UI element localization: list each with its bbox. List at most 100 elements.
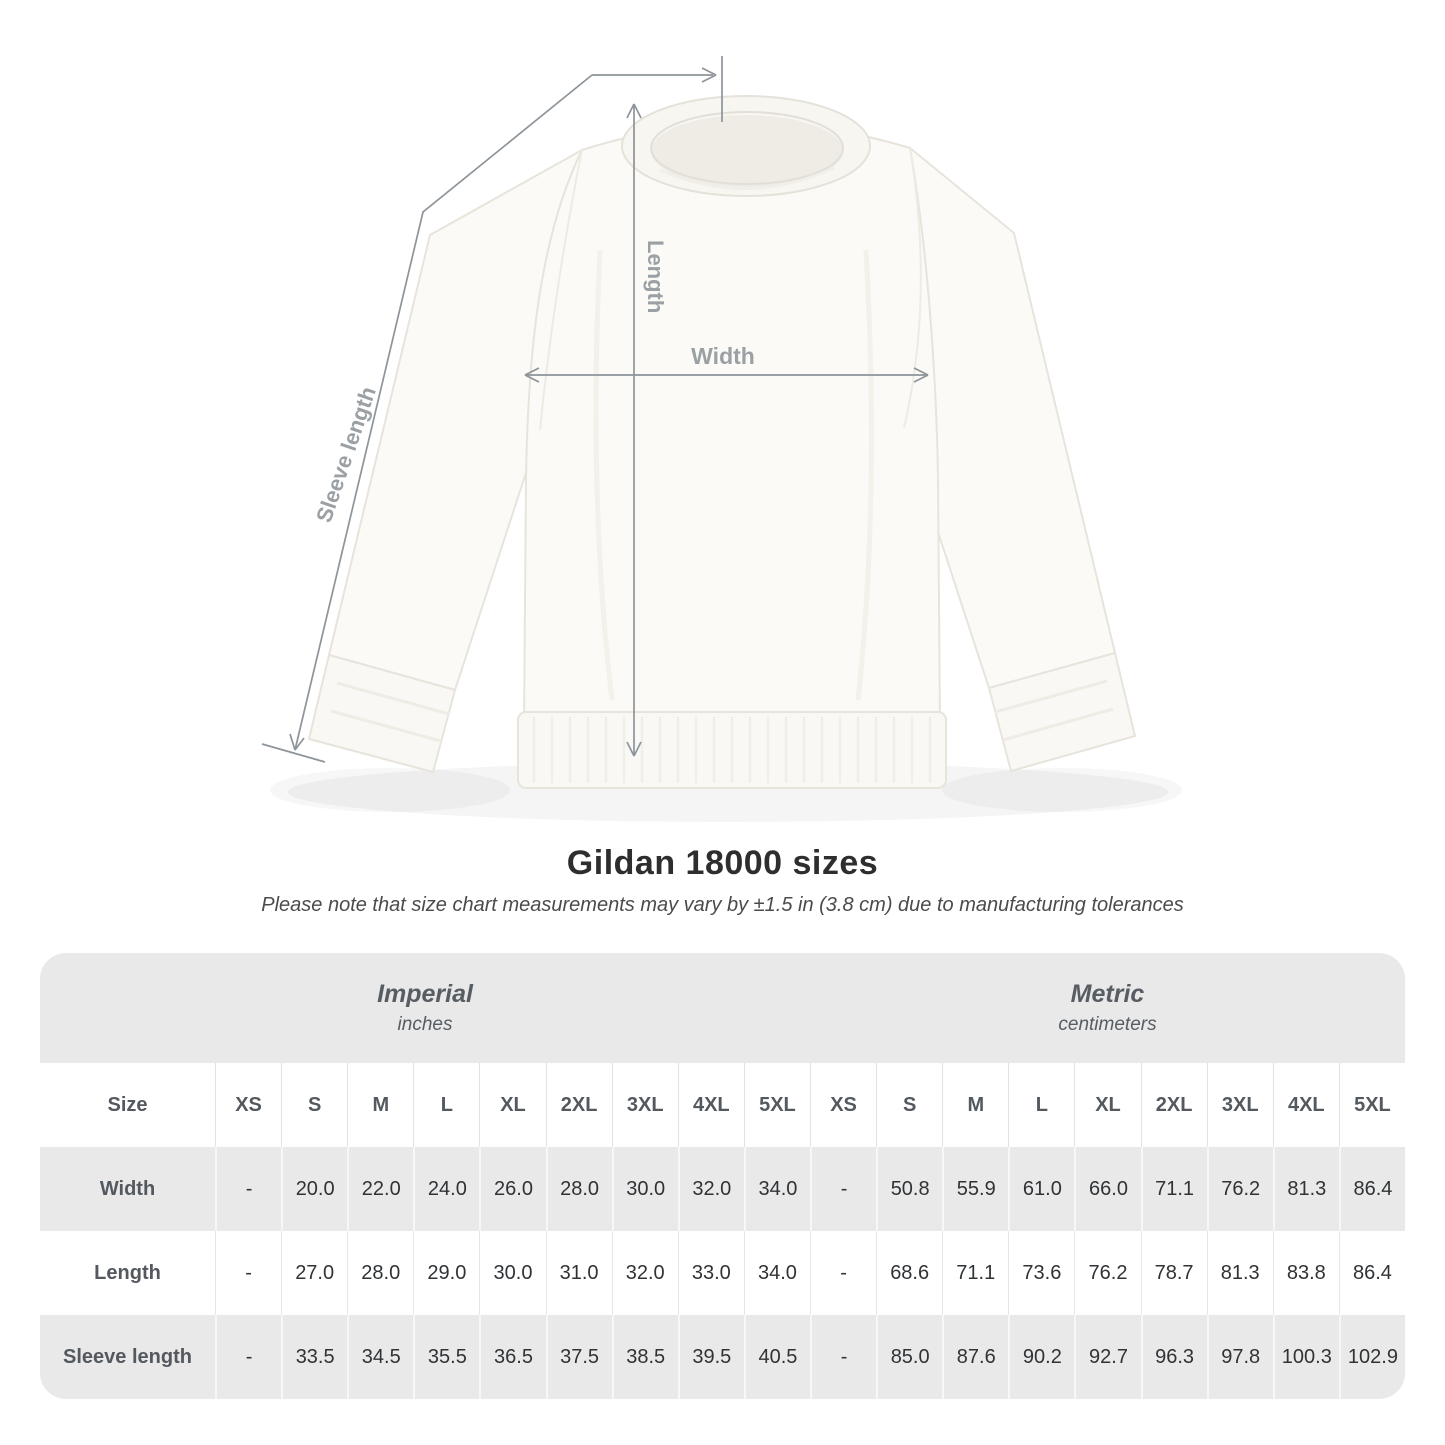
size-header-cell: 5XL (1338, 1063, 1405, 1147)
imperial-value-cell: 39.5 (677, 1315, 744, 1399)
sleeve-line (294, 74, 593, 751)
size-header-cell: L (413, 1063, 479, 1147)
cuff-shadow-right (942, 768, 1182, 812)
page-title: Gildan 18000 sizes (566, 844, 879, 882)
unit-band-row: Imperial inches Metric centimeters (40, 953, 1405, 1063)
size-header-cell: S (281, 1063, 347, 1147)
imperial-value-cell: 33.5 (281, 1315, 347, 1399)
metric-value-cell: 86.4 (1338, 1147, 1405, 1231)
imperial-value-cell: 37.5 (545, 1315, 612, 1399)
imperial-value-cell: 36.5 (479, 1315, 545, 1399)
armhole-seams (539, 147, 922, 431)
width-arrow-left (524, 367, 540, 383)
metric-value-cell: 100.3 (1272, 1315, 1339, 1399)
imperial-value-cell: 29.0 (413, 1231, 479, 1315)
metric-value-cell: 76.2 (1074, 1231, 1140, 1315)
metric-value-cell: 66.0 (1074, 1147, 1140, 1231)
imperial-value-cell: 35.5 (413, 1315, 479, 1399)
imperial-value-cell: - (215, 1315, 281, 1399)
metric-value-cell: 97.8 (1206, 1315, 1273, 1399)
size-table: Imperial inches Metric centimeters Size X… (40, 953, 1405, 1399)
metric-value-cell: 96.3 (1140, 1315, 1207, 1399)
size-header-cell: 5XL (743, 1063, 810, 1147)
collar-inner-seam (650, 111, 844, 185)
row-label: Width (99, 1177, 156, 1200)
metric-value-cell: - (810, 1231, 876, 1315)
imperial-band-title: Imperial (377, 980, 473, 1008)
imperial-value-cell: 30.0 (479, 1231, 545, 1315)
metric-value-cell: 71.1 (942, 1231, 1008, 1315)
metric-value-cell: 71.1 (1140, 1147, 1207, 1231)
cuff-shadow-left (270, 768, 510, 812)
fabric-folds (593, 249, 874, 701)
garment-shadow (288, 762, 1168, 822)
sleeve-tick (261, 743, 326, 763)
size-header-cell: XL (479, 1063, 545, 1147)
metric-band-unit: centimeters (1058, 1014, 1157, 1035)
metric-value-cell: 55.9 (942, 1147, 1008, 1231)
size-header-cell: XL (1074, 1063, 1140, 1147)
metric-value-cell: - (810, 1147, 876, 1231)
imperial-value-cell: 34.0 (743, 1231, 810, 1315)
left-cuff-ribs (330, 681, 450, 743)
metric-value-cell: 76.2 (1206, 1147, 1273, 1231)
sweatshirt-illustration: Width Length Sleeve length (261, 56, 1182, 822)
metric-value-cell: 90.2 (1008, 1315, 1074, 1399)
imperial-value-cell: - (215, 1147, 281, 1231)
size-header-cell: M (942, 1063, 1008, 1147)
metric-value-cell: 87.6 (942, 1315, 1008, 1399)
row-label: Sleeve length (63, 1345, 192, 1368)
size-header-cell: S (876, 1063, 942, 1147)
imperial-value-cell: - (215, 1231, 281, 1315)
length-row: Length -27.0 28.0 29.0 30.0 31.0 32.0 33.0 34.0-… (40, 1231, 1405, 1315)
width-arrow-right (913, 367, 929, 383)
imperial-value-cell: 24.0 (413, 1147, 479, 1231)
metric-value-cell: 81.3 (1206, 1231, 1273, 1315)
imperial-value-cell: 27.0 (281, 1231, 347, 1315)
size-header-cell: 4XL (1272, 1063, 1339, 1147)
measurement-lines (261, 56, 929, 763)
imperial-value-cell: 33.0 (677, 1231, 744, 1315)
waistband-ribs (532, 717, 932, 783)
imperial-band: Imperial inches (40, 953, 810, 1063)
metric-value-cell: 85.0 (876, 1315, 942, 1399)
imperial-value-cell: 38.5 (611, 1315, 678, 1399)
size-header-cell: XS (215, 1063, 281, 1147)
length-arrow-bottom (626, 741, 642, 757)
imperial-value-cell: 32.0 (611, 1231, 678, 1315)
metric-value-cell: 78.7 (1140, 1231, 1207, 1315)
length-label: Length (643, 240, 668, 313)
body-panel (522, 122, 942, 729)
metric-value-cell: 86.4 (1338, 1231, 1405, 1315)
row-label: Length (94, 1261, 161, 1284)
metric-value-cell: 83.8 (1272, 1231, 1339, 1315)
imperial-value-cell: 28.0 (545, 1147, 612, 1231)
imperial-value-cell: 32.0 (677, 1147, 744, 1231)
imperial-value-cell: 40.5 (743, 1315, 810, 1399)
top-guide-arrowhead (701, 67, 717, 83)
collar-opening (651, 115, 843, 187)
imperial-value-cell: 31.0 (545, 1231, 612, 1315)
metric-band: Metric centimeters (810, 953, 1405, 1063)
right-cuff-ribs (994, 679, 1114, 742)
imperial-value-cell: 20.0 (281, 1147, 347, 1231)
metric-value-cell: 73.6 (1008, 1231, 1074, 1315)
metric-band-title: Metric (1070, 980, 1145, 1008)
size-header-cell: 4XL (677, 1063, 744, 1147)
size-header-cell: 3XL (611, 1063, 678, 1147)
size-header-cell: XS (810, 1063, 876, 1147)
metric-value-cell: - (810, 1315, 876, 1399)
width-row: Width -20.0 22.0 24.0 26.0 28.0 30.0 32.0 34.0-5… (40, 1147, 1405, 1231)
sleeve-length-row: Sleeve length -33.5 34.5 35.5 36.5 37.5 38.5 39… (40, 1315, 1405, 1399)
imperial-value-cell: 26.0 (479, 1147, 545, 1231)
metric-value-cell: 92.7 (1074, 1315, 1140, 1399)
size-header-cell: L (1008, 1063, 1074, 1147)
metric-value-cell: 50.8 (876, 1147, 942, 1231)
metric-value-cell: 68.6 (876, 1231, 942, 1315)
metric-value-cell: 102.9 (1338, 1315, 1405, 1399)
collar-shadow (659, 166, 835, 190)
width-label: Width (691, 343, 755, 369)
size-header-cell: 2XL (1140, 1063, 1207, 1147)
tolerance-note: Please note that size chart measurements… (261, 894, 1184, 916)
imperial-value-cell: 28.0 (347, 1231, 413, 1315)
